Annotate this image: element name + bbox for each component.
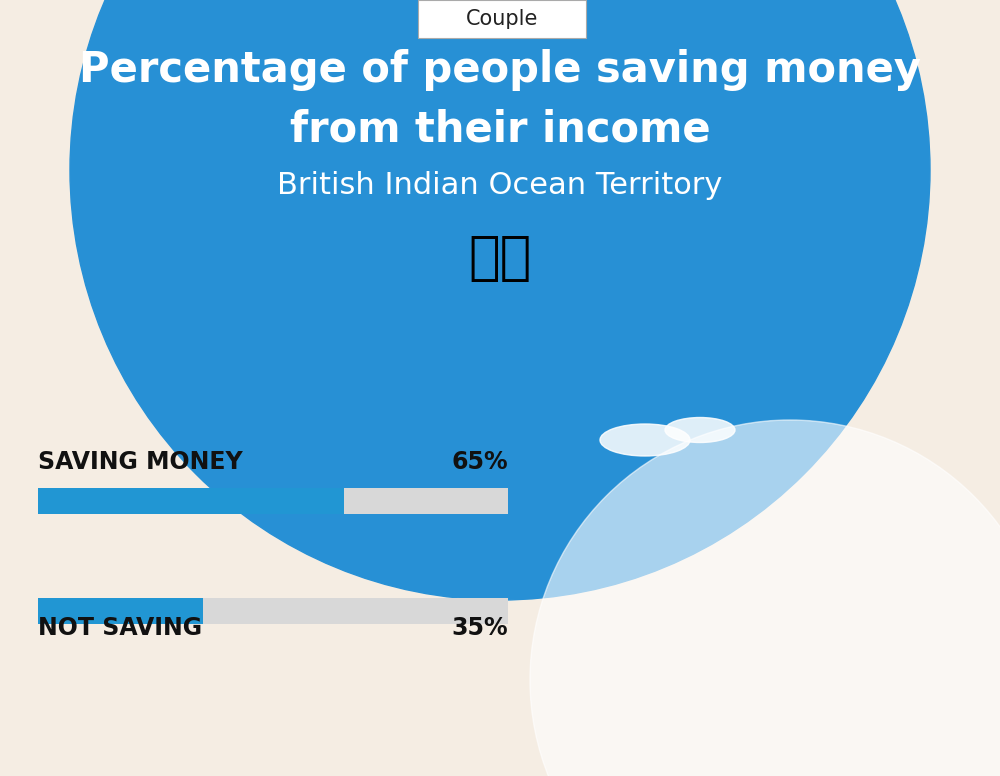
Circle shape [70,0,930,600]
FancyBboxPatch shape [38,488,508,514]
Text: Percentage of people saving money: Percentage of people saving money [79,49,921,91]
Circle shape [530,420,1000,776]
Text: British Indian Ocean Territory: British Indian Ocean Territory [277,171,723,199]
Text: NOT SAVING: NOT SAVING [38,616,202,640]
Text: SAVING MONEY: SAVING MONEY [38,450,243,474]
Text: Couple: Couple [466,9,538,29]
Text: 65%: 65% [451,450,508,474]
Text: 🇮🇴: 🇮🇴 [468,232,532,284]
FancyBboxPatch shape [38,598,202,624]
Ellipse shape [665,417,735,442]
Ellipse shape [600,424,690,456]
FancyBboxPatch shape [418,0,586,38]
Text: from their income: from their income [290,109,710,151]
Text: 35%: 35% [451,616,508,640]
FancyBboxPatch shape [38,488,344,514]
FancyBboxPatch shape [38,598,508,624]
